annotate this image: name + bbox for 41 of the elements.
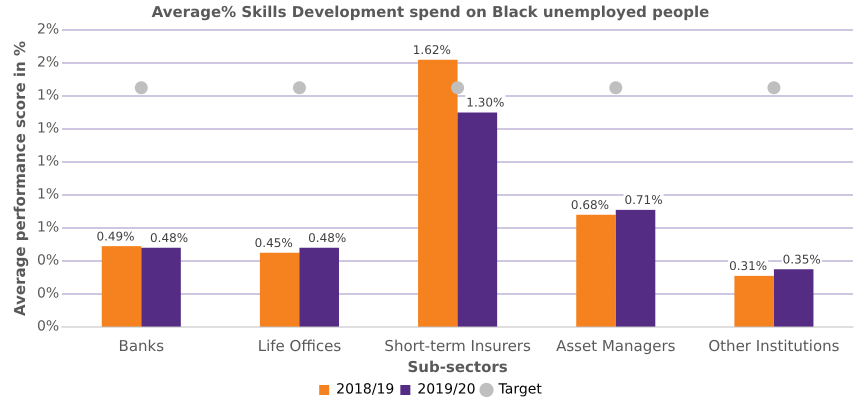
legend-label: Target [498,382,542,398]
x-tick-label: Banks [118,336,164,355]
bar [458,112,498,326]
y-tick-label: 1% [36,88,60,104]
chart-title: Average% Skills Development spend on Black unemployed people [152,2,710,21]
y-axis-title: Average performance score in % [10,41,29,316]
data-label: 0.71% [624,192,663,207]
y-tick-label: 2% [36,54,60,71]
legend-label: 2019/20 [417,382,476,398]
data-label: 0.48% [150,230,188,245]
data-label: 0.48% [308,230,346,245]
y-tick-label: 0% [36,286,60,302]
x-tick-label: Other Institutions [708,336,840,355]
data-label: 0.31% [729,258,768,273]
y-tick-label: 1% [36,186,60,203]
bar [616,210,656,326]
x-axis-title: Sub-sectors [407,358,508,376]
bar [774,269,814,326]
bar [102,246,142,326]
data-label: 1.30% [466,96,504,110]
legend-label: 2018/19 [336,382,394,398]
bar [260,252,300,326]
data-label: 1.62% [412,42,451,57]
y-tick-label: 0% [36,252,60,269]
x-tick-label: Life Offices [258,336,342,355]
x-tick-label: Asset Managers [556,336,676,355]
y-tick-label: 1% [36,220,60,236]
x-tick-label: Short-term Insurers [384,336,531,355]
data-label: 0.49% [96,229,135,244]
y-tick-label: 1% [36,120,60,137]
y-tick-label: 1% [36,154,60,170]
bar [141,248,181,326]
bar [576,214,616,326]
data-label: 0.35% [782,252,821,266]
bar [299,248,339,326]
y-tick-label: 0% [36,318,60,335]
bar [734,276,774,326]
data-label: 0.45% [254,236,293,250]
data-label: 0.68% [570,198,610,212]
bar [418,60,458,326]
y-tick-label: 2% [36,22,60,38]
